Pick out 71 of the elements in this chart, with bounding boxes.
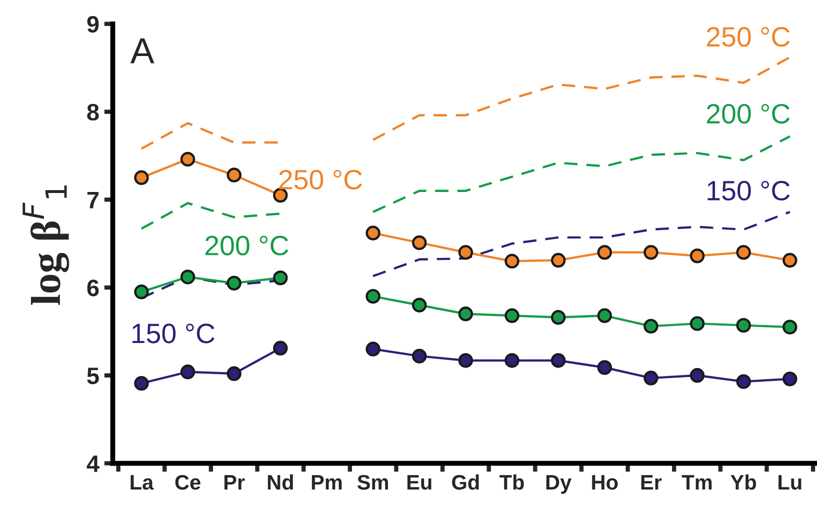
point bbox=[134, 170, 149, 186]
point bbox=[644, 318, 658, 334]
point bbox=[504, 308, 520, 324]
point bbox=[736, 245, 751, 260]
x-tick-label: Yb bbox=[730, 474, 756, 490]
x-tick-label: Ce bbox=[175, 474, 200, 490]
point bbox=[134, 376, 149, 391]
point bbox=[273, 270, 288, 286]
x-tick-label: Dy bbox=[546, 475, 572, 494]
x-tick-label: Nd bbox=[268, 474, 293, 490]
series-label: 250 °C bbox=[706, 27, 790, 47]
point bbox=[597, 360, 612, 375]
series-label: 200 °C bbox=[706, 104, 790, 124]
point bbox=[180, 364, 196, 380]
point bbox=[458, 306, 474, 322]
x-tick-label: Tm bbox=[682, 475, 712, 490]
point bbox=[134, 284, 149, 300]
point bbox=[273, 340, 288, 356]
series-label: 150 °C bbox=[708, 180, 790, 201]
y-tick-label: 9 bbox=[87, 16, 99, 33]
point bbox=[226, 366, 242, 382]
x-tick-label: Pr bbox=[224, 475, 245, 490]
series-label: 250 °C bbox=[279, 170, 362, 190]
y-tick-label: 4 bbox=[86, 456, 100, 472]
point bbox=[550, 252, 566, 268]
x-tick-label: Ho bbox=[592, 475, 618, 490]
point bbox=[736, 374, 751, 389]
y-tick-label: 5 bbox=[87, 368, 99, 384]
point bbox=[782, 252, 798, 268]
point bbox=[366, 288, 380, 304]
point bbox=[458, 353, 474, 368]
x-tick-label: Lu bbox=[778, 475, 802, 490]
point bbox=[690, 248, 705, 264]
point bbox=[180, 152, 196, 167]
point bbox=[366, 226, 380, 240]
x-tick-label: Eu bbox=[407, 475, 432, 490]
x-tick-label: La bbox=[130, 475, 154, 490]
y-tick-label: 6 bbox=[87, 280, 99, 296]
x-tick-label: Gd bbox=[452, 474, 479, 490]
point bbox=[412, 348, 427, 364]
point bbox=[597, 245, 612, 260]
point bbox=[226, 276, 242, 290]
point bbox=[736, 318, 751, 333]
point bbox=[412, 235, 427, 250]
point bbox=[180, 270, 196, 284]
point bbox=[273, 188, 288, 203]
point bbox=[226, 168, 242, 182]
y-tick-label: 8 bbox=[87, 104, 99, 121]
y-axis-title: log β$^{F}$$_{1}$ bbox=[22, 185, 70, 305]
point bbox=[690, 316, 705, 331]
point bbox=[690, 368, 705, 383]
x-tick-label: Sm bbox=[357, 474, 388, 490]
point bbox=[550, 310, 566, 325]
x-tick-label: Er bbox=[641, 475, 662, 490]
point bbox=[412, 298, 427, 312]
point bbox=[504, 254, 520, 269]
series-label: 200 °C bbox=[205, 236, 288, 256]
x-tick-label: Pm bbox=[312, 475, 342, 490]
point bbox=[782, 372, 798, 386]
point bbox=[644, 370, 658, 386]
x-tick-label: Tb bbox=[500, 474, 524, 490]
annotation: A bbox=[130, 38, 154, 64]
point bbox=[458, 245, 474, 260]
point bbox=[504, 353, 520, 368]
point bbox=[366, 342, 380, 356]
point bbox=[782, 320, 798, 334]
series-label: 150 °C bbox=[132, 324, 214, 344]
point bbox=[644, 245, 658, 260]
point bbox=[597, 308, 612, 324]
point bbox=[550, 353, 566, 368]
y-tick-label: 7 bbox=[87, 192, 99, 208]
